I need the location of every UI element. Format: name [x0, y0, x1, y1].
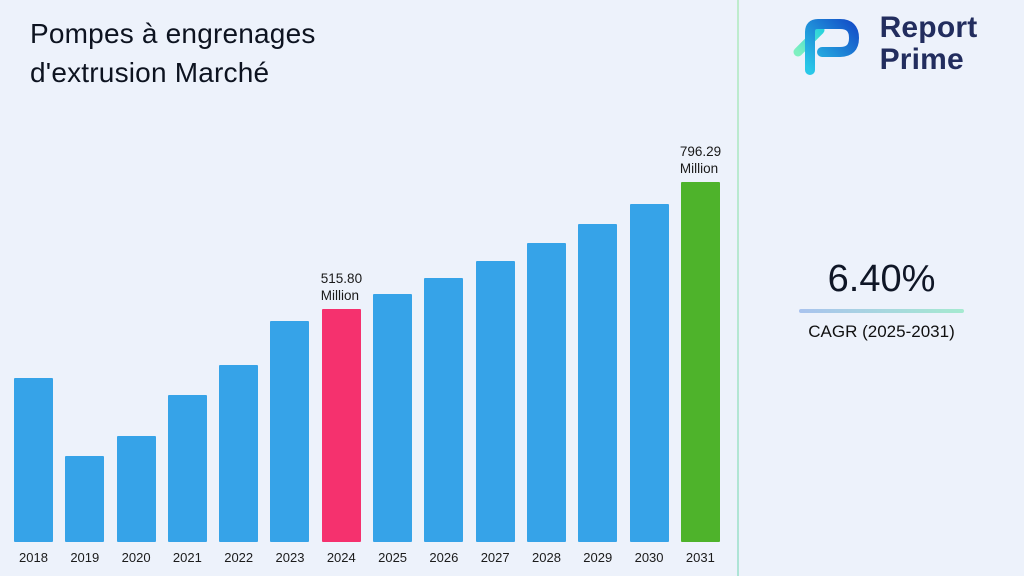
x-tick-2018: 2018 [19, 550, 48, 565]
bar-column-2030: 2030 [629, 204, 669, 565]
bar-column-2027: 2027 [475, 261, 515, 565]
title-line-2: d'extrusion Marché [30, 57, 270, 89]
cagr-block: 6.40% CAGR (2025-2031) [739, 258, 1024, 342]
bar-column-2024: 515.80 Million 2024 [320, 271, 363, 565]
bar-column-2026: 2026 [424, 278, 464, 565]
page-title: Pompes à engrenages d'extrusion Marché [30, 14, 316, 92]
bar-column-2018: 2018 [14, 378, 53, 565]
bar-2031 [680, 182, 720, 542]
x-tick-2028: 2028 [532, 550, 561, 565]
bar-column-2028: 2028 [526, 243, 566, 565]
brand: Report Prime [739, 11, 1024, 77]
bar-2027 [475, 261, 515, 542]
bar-column-2020: 2020 [116, 436, 156, 565]
bar-2030 [629, 204, 669, 542]
bar-2024 [321, 309, 361, 542]
x-tick-2019: 2019 [70, 550, 100, 565]
bar-2029 [578, 224, 618, 542]
bar-column-2025: 2025 [373, 294, 413, 565]
bar-2028 [526, 243, 566, 542]
report-prime-logo-icon [786, 12, 872, 76]
bar-column-2019: 2019 [65, 456, 105, 565]
x-tick-2022: 2022 [224, 550, 254, 565]
panel-divider [737, 0, 739, 576]
title-line-1: Pompes à engrenages [30, 18, 316, 49]
bar-2020 [116, 436, 156, 542]
x-tick-2021: 2021 [172, 550, 202, 565]
bar-2021 [167, 395, 207, 542]
bar-2026 [424, 278, 464, 542]
x-tick-2020: 2020 [121, 550, 151, 565]
x-tick-2027: 2027 [480, 550, 510, 565]
bar-column-2031: 796.29 Million 2031 [679, 144, 722, 565]
bar-2025 [373, 294, 413, 542]
brand-name-line2: Prime [879, 43, 964, 77]
x-tick-2026: 2026 [429, 550, 459, 565]
x-tick-2029: 2029 [583, 550, 613, 565]
x-tick-2031: 2031 [685, 550, 715, 565]
bar-column-2029: 2029 [578, 224, 618, 565]
x-tick-2023: 2023 [275, 550, 305, 565]
bar-column-2022: 2022 [219, 365, 259, 565]
cagr-underline [799, 309, 964, 313]
brand-name-line1: Report [879, 11, 978, 44]
bar-2022 [219, 365, 259, 542]
chart-panel: Pompes à engrenages d'extrusion Marché 2… [14, 14, 722, 565]
bar-2023 [270, 321, 310, 542]
bar-value-label-2031: 796.29 Million [679, 144, 722, 176]
bar-column-2021: 2021 [167, 395, 207, 565]
cagr-value: 6.40% [827, 258, 936, 300]
bar-value-label-2024: 515.80 Million [320, 271, 363, 303]
x-tick-2024: 2024 [326, 550, 356, 565]
bar-column-2023: 2023 [270, 321, 310, 565]
x-tick-2030: 2030 [634, 550, 664, 565]
bar-chart-bars: 2018 2019 2020 2021 2022 2023 515.80 Million 202… [14, 124, 722, 565]
bar-2018 [14, 378, 53, 542]
x-tick-2025: 2025 [378, 550, 408, 565]
cagr-label: CAGR (2025-2031) [808, 322, 955, 341]
bar-chart: 2018 2019 2020 2021 2022 2023 515.80 Million 202… [14, 124, 722, 565]
brand-name: Report Prime [879, 11, 978, 77]
side-panel: Report Prime 6.40% CAGR (2025-2031) [739, 0, 1024, 576]
bar-2019 [65, 456, 105, 542]
